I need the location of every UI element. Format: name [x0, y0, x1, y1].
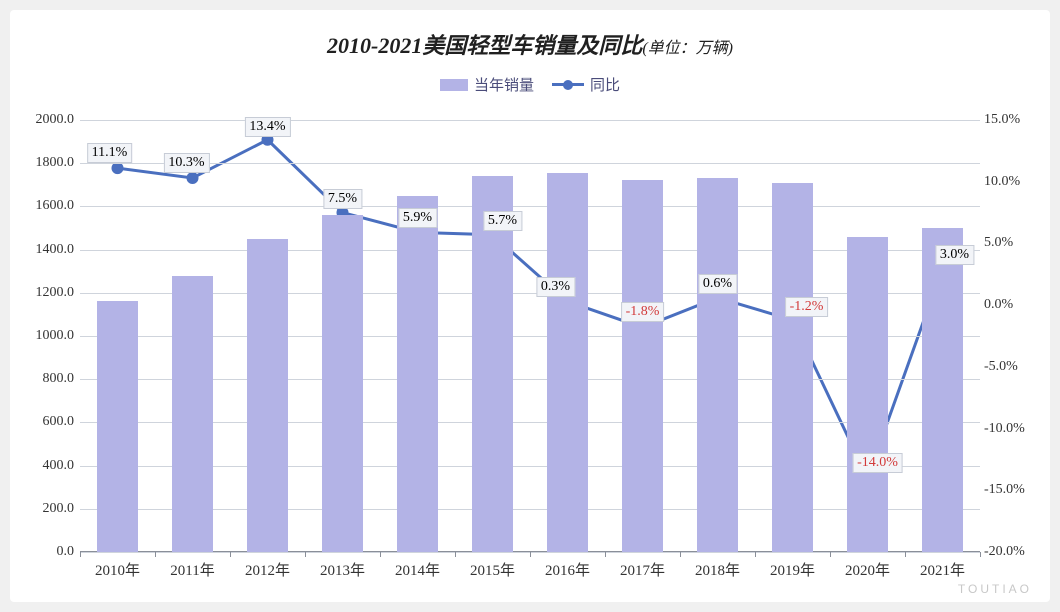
bar: [772, 183, 813, 552]
title-main: 2010-2021美国轻型车销量及同比: [327, 33, 642, 58]
legend-line-swatch: [552, 83, 584, 86]
x-tick: [680, 552, 681, 557]
gridline: [80, 336, 980, 337]
gridline: [80, 120, 980, 121]
x-tick: [155, 552, 156, 557]
title-unit: (单位：万辆): [642, 40, 733, 57]
x-tick: [380, 552, 381, 557]
bar: [397, 196, 438, 552]
line-value-label: 11.1%: [87, 143, 133, 163]
bar: [922, 228, 963, 552]
x-tick: [605, 552, 606, 557]
gridline: [80, 206, 980, 207]
y-left-label: 600.0: [22, 414, 74, 430]
legend-bar-label: 当年销量: [474, 74, 534, 95]
chart-container: 2010-2021美国轻型车销量及同比(单位：万辆) 当年销量 同比 0.020…: [10, 10, 1050, 602]
gridline: [80, 163, 980, 164]
y-left-label: 1200.0: [22, 285, 74, 301]
y-right-label: -15.0%: [984, 482, 1040, 498]
line-value-label: 0.3%: [536, 277, 575, 297]
x-label: 2015年: [470, 559, 515, 580]
bar: [247, 239, 288, 552]
x-tick: [905, 552, 906, 557]
gridline: [80, 293, 980, 294]
x-label: 2012年: [245, 559, 290, 580]
y-right-label: -10.0%: [984, 421, 1040, 437]
x-tick: [755, 552, 756, 557]
x-label: 2013年: [320, 559, 365, 580]
plot-area: 0.0200.0400.0600.0800.01000.01200.01400.…: [80, 120, 980, 552]
y-left-label: 0.0: [22, 544, 74, 560]
legend: 当年销量 同比: [10, 74, 1050, 95]
legend-bar: 当年销量: [440, 74, 534, 95]
line-value-label: 10.3%: [163, 153, 209, 173]
bar: [622, 180, 663, 552]
y-right-label: 5.0%: [984, 235, 1040, 251]
line-value-label: 13.4%: [244, 117, 290, 137]
line-value-label: -1.8%: [621, 302, 665, 322]
line-value-label: 0.6%: [698, 274, 737, 294]
x-label: 2011年: [170, 559, 214, 580]
legend-line: 同比: [552, 74, 620, 95]
chart-title: 2010-2021美国轻型车销量及同比(单位：万辆): [10, 10, 1050, 60]
y-right-label: -20.0%: [984, 544, 1040, 560]
gridline: [80, 422, 980, 423]
y-right-label: 0.0%: [984, 297, 1040, 313]
legend-bar-swatch: [440, 79, 468, 91]
legend-line-label: 同比: [590, 74, 620, 95]
line-value-label: 7.5%: [323, 189, 362, 209]
bar: [547, 173, 588, 552]
x-label: 2019年: [770, 559, 815, 580]
y-left-label: 1800.0: [22, 155, 74, 171]
x-tick: [980, 552, 981, 557]
gridline: [80, 250, 980, 251]
gridline: [80, 509, 980, 510]
x-label: 2021年: [920, 559, 965, 580]
x-tick: [530, 552, 531, 557]
x-tick: [830, 552, 831, 557]
watermark: TOUTIAO: [958, 582, 1032, 596]
y-left-label: 800.0: [22, 371, 74, 387]
bar: [172, 276, 213, 552]
x-label: 2020年: [845, 559, 890, 580]
gridline: [80, 379, 980, 380]
line-value-label: -14.0%: [852, 453, 903, 473]
bar: [697, 178, 738, 552]
x-tick: [455, 552, 456, 557]
x-tick: [230, 552, 231, 557]
bar: [322, 215, 363, 552]
y-right-label: 15.0%: [984, 112, 1040, 128]
x-label: 2010年: [95, 559, 140, 580]
line-value-label: 5.9%: [398, 208, 437, 228]
bar: [97, 301, 138, 552]
line-marker: [187, 172, 199, 184]
gridline: [80, 466, 980, 467]
y-left-label: 400.0: [22, 458, 74, 474]
bar: [472, 176, 513, 552]
x-tick: [305, 552, 306, 557]
x-label: 2014年: [395, 559, 440, 580]
y-left-label: 1000.0: [22, 328, 74, 344]
y-right-label: 10.0%: [984, 174, 1040, 190]
x-label: 2018年: [695, 559, 740, 580]
x-label: 2017年: [620, 559, 665, 580]
y-left-label: 1600.0: [22, 198, 74, 214]
line-value-label: 5.7%: [483, 211, 522, 231]
y-left-label: 2000.0: [22, 112, 74, 128]
bar: [847, 237, 888, 552]
y-right-label: -5.0%: [984, 359, 1040, 375]
x-tick: [80, 552, 81, 557]
x-label: 2016年: [545, 559, 590, 580]
y-left-label: 200.0: [22, 501, 74, 517]
line-value-label: -1.2%: [785, 297, 829, 317]
line-value-label: 3.0%: [935, 245, 974, 265]
y-left-label: 1400.0: [22, 242, 74, 258]
